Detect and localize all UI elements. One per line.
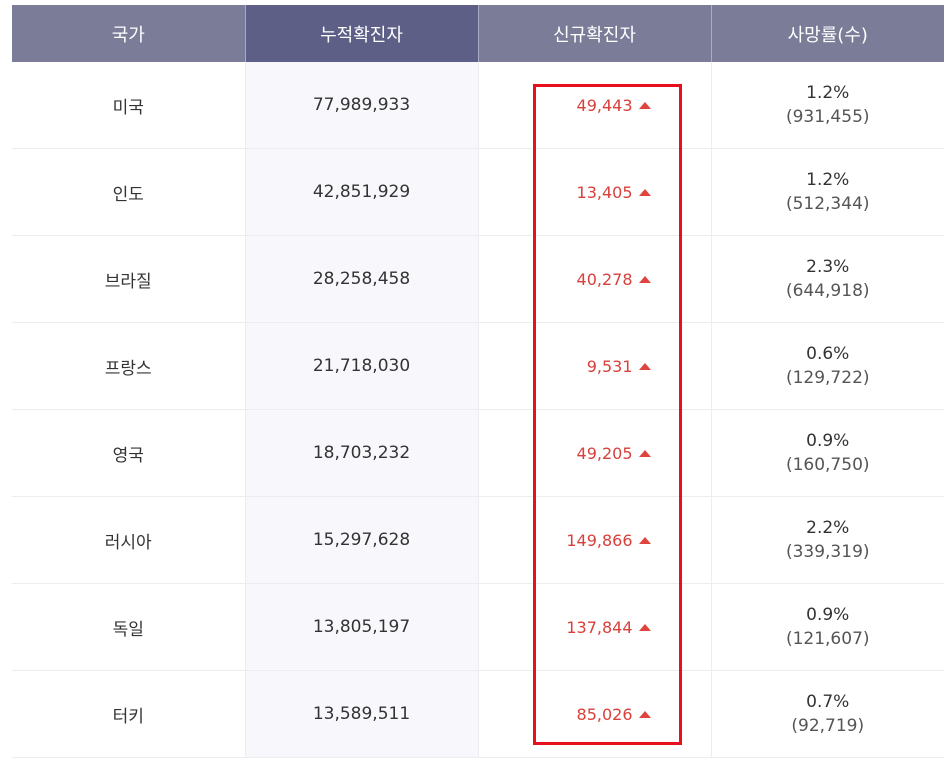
table-row: 브라질 28,258,458 40,278 2.3% (644,918) bbox=[12, 235, 944, 323]
death-rate-cell: 1.2% (931,455) bbox=[711, 62, 944, 149]
new-cases-cell: 85,026 bbox=[478, 670, 712, 758]
death-rate-cell: 2.3% (644,918) bbox=[711, 235, 944, 323]
death-count-value: (644,918) bbox=[785, 281, 870, 301]
table-row: 터키 13,589,511 85,026 0.7% (92,719) bbox=[12, 670, 944, 758]
death-count-value: (92,719) bbox=[791, 716, 865, 736]
up-triangle-icon bbox=[638, 362, 651, 370]
death-rate-value: 1.2% bbox=[806, 170, 850, 190]
new-cases-value: 49,205 bbox=[576, 443, 633, 463]
country-cell: 인도 bbox=[12, 148, 246, 236]
total-cases-cell: 13,589,511 bbox=[245, 670, 479, 758]
new-cases-cell: 49,205 bbox=[478, 409, 712, 497]
death-rate-value: 0.6% bbox=[806, 344, 850, 364]
new-cases-value: 85,026 bbox=[576, 704, 633, 724]
death-rate-value: 0.9% bbox=[806, 605, 850, 625]
total-cases-cell: 15,297,628 bbox=[245, 496, 479, 584]
total-cases-cell: 21,718,030 bbox=[245, 322, 479, 410]
death-count-value: (121,607) bbox=[785, 629, 870, 649]
new-cases-cell: 13,405 bbox=[478, 148, 712, 236]
new-cases-value: 149,866 bbox=[566, 530, 633, 550]
death-rate-cell: 0.7% (92,719) bbox=[711, 670, 944, 758]
header-death-rate[interactable]: 사망률(수) bbox=[711, 5, 944, 62]
new-cases-cell: 137,844 bbox=[478, 583, 712, 671]
death-count-value: (160,750) bbox=[785, 455, 870, 475]
total-cases-cell: 13,805,197 bbox=[245, 583, 479, 671]
header-total-cases[interactable]: 누적확진자 bbox=[245, 5, 479, 62]
covid-stats-table: 국가 누적확진자 신규확진자 사망률(수) 미국 77,989,933 49,443… bbox=[12, 5, 944, 758]
table-row: 프랑스 21,718,030 9,531 0.6% (129,722) bbox=[12, 322, 944, 410]
total-cases-cell: 42,851,929 bbox=[245, 148, 479, 236]
table-row: 독일 13,805,197 137,844 0.9% (121,607) bbox=[12, 583, 944, 671]
new-cases-value: 13,405 bbox=[576, 182, 633, 202]
up-triangle-icon bbox=[638, 623, 651, 631]
death-rate-cell: 0.6% (129,722) bbox=[711, 322, 944, 410]
death-count-value: (512,344) bbox=[785, 194, 870, 214]
table-row: 러시아 15,297,628 149,866 2.2% (339,319) bbox=[12, 496, 944, 584]
death-rate-value: 2.2% bbox=[806, 518, 850, 538]
death-count-value: (339,319) bbox=[785, 542, 870, 562]
death-rate-cell: 2.2% (339,319) bbox=[711, 496, 944, 584]
new-cases-value: 49,443 bbox=[576, 95, 633, 115]
up-triangle-icon bbox=[638, 188, 651, 196]
death-rate-value: 0.9% bbox=[806, 431, 850, 451]
country-cell: 독일 bbox=[12, 583, 246, 671]
total-cases-cell: 77,989,933 bbox=[245, 62, 479, 149]
up-triangle-icon bbox=[638, 710, 651, 718]
header-country[interactable]: 국가 bbox=[12, 5, 246, 62]
country-cell: 러시아 bbox=[12, 496, 246, 584]
up-triangle-icon bbox=[638, 275, 651, 283]
new-cases-cell: 49,443 bbox=[478, 62, 712, 149]
up-triangle-icon bbox=[638, 449, 651, 457]
country-cell: 미국 bbox=[12, 62, 246, 149]
table-row: 영국 18,703,232 49,205 0.9% (160,750) bbox=[12, 409, 944, 497]
death-rate-cell: 1.2% (512,344) bbox=[711, 148, 944, 236]
up-triangle-icon bbox=[638, 101, 651, 109]
up-triangle-icon bbox=[638, 536, 651, 544]
table-row: 인도 42,851,929 13,405 1.2% (512,344) bbox=[12, 148, 944, 236]
new-cases-value: 9,531 bbox=[586, 356, 633, 376]
new-cases-cell: 9,531 bbox=[478, 322, 712, 410]
death-rate-value: 0.7% bbox=[806, 692, 850, 712]
new-cases-value: 137,844 bbox=[566, 617, 633, 637]
death-rate-value: 2.3% bbox=[806, 257, 850, 277]
table-header-row: 국가 누적확진자 신규확진자 사망률(수) bbox=[12, 5, 944, 62]
country-cell: 프랑스 bbox=[12, 322, 246, 410]
death-count-value: (931,455) bbox=[785, 107, 870, 127]
total-cases-cell: 18,703,232 bbox=[245, 409, 479, 497]
death-rate-cell: 0.9% (160,750) bbox=[711, 409, 944, 497]
country-cell: 영국 bbox=[12, 409, 246, 497]
death-rate-cell: 0.9% (121,607) bbox=[711, 583, 944, 671]
table-row: 미국 77,989,933 49,443 1.2% (931,455) bbox=[12, 62, 944, 149]
total-cases-cell: 28,258,458 bbox=[245, 235, 479, 323]
death-rate-value: 1.2% bbox=[806, 83, 850, 103]
country-cell: 브라질 bbox=[12, 235, 246, 323]
country-cell: 터키 bbox=[12, 670, 246, 758]
header-new-cases[interactable]: 신규확진자 bbox=[478, 5, 712, 62]
new-cases-cell: 40,278 bbox=[478, 235, 712, 323]
new-cases-cell: 149,866 bbox=[478, 496, 712, 584]
death-count-value: (129,722) bbox=[785, 368, 870, 388]
new-cases-value: 40,278 bbox=[576, 269, 633, 289]
